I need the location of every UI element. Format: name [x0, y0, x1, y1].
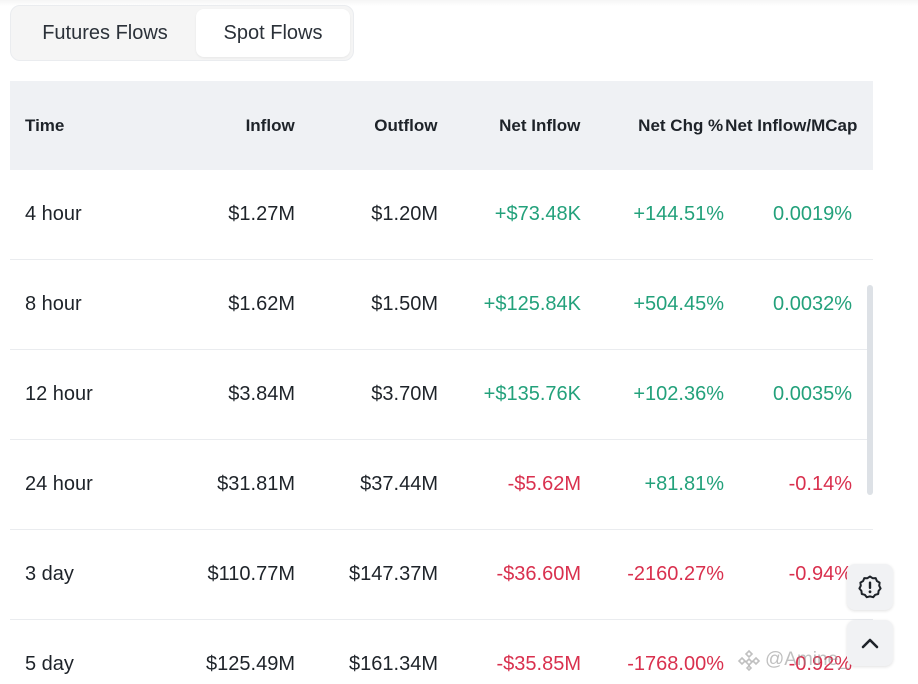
cell-inflow: $31.81M	[217, 473, 295, 495]
cell-net-inflow: -$35.85M	[496, 653, 582, 675]
table-scrollbar[interactable]	[867, 285, 873, 495]
header-time: Time	[25, 115, 65, 135]
alert-circle-icon	[858, 575, 882, 599]
cell-outflow: $161.34M	[349, 653, 438, 675]
table-row: 24 hour $31.81M $37.44M -$5.62M +81.81% …	[10, 440, 873, 530]
cell-net-inflow: +$73.48K	[494, 203, 581, 225]
cell-net-chg: +102.36%	[633, 383, 724, 405]
cell-time: 4 hour	[25, 203, 82, 225]
binance-diamond-icon	[737, 649, 761, 672]
header-outflow: Outflow	[374, 115, 438, 135]
cell-net-inflow-mcap: -0.14%	[788, 473, 852, 495]
back-to-top-button[interactable]	[847, 620, 893, 666]
watermark: @Amine_trx	[737, 648, 870, 672]
tab-spot-flows[interactable]: Spot Flows	[196, 9, 350, 57]
cell-net-inflow-mcap: -0.92%	[788, 653, 852, 675]
table-row: 8 hour $1.62M $1.50M +$125.84K +504.45% …	[10, 260, 873, 350]
cell-time: 12 hour	[25, 383, 93, 405]
cell-outflow: $3.70M	[371, 383, 438, 405]
cell-net-chg: +81.81%	[644, 473, 724, 495]
chevron-up-icon	[861, 638, 879, 649]
cell-outflow: $147.37M	[349, 563, 438, 585]
table-header: Time Inflow Outflow Net Inflow Net Chg %…	[10, 81, 873, 170]
feedback-button[interactable]	[847, 564, 893, 610]
flows-table: Time Inflow Outflow Net Inflow Net Chg %…	[10, 81, 873, 684]
cell-net-chg: +144.51%	[633, 203, 724, 225]
cell-net-inflow-mcap: 0.0032%	[773, 293, 852, 315]
cell-net-inflow-mcap: -0.94%	[788, 563, 852, 585]
header-net-chg: Net Chg %	[638, 115, 724, 135]
cell-net-inflow-mcap: 0.0019%	[773, 203, 852, 225]
cell-inflow: $1.62M	[228, 293, 295, 315]
table-row: 4 hour $1.27M $1.20M +$73.48K +144.51% 0…	[10, 170, 873, 260]
cell-net-chg: +504.45%	[633, 293, 724, 315]
flow-type-tabs: Futures Flows Spot Flows	[10, 5, 354, 61]
cell-net-inflow: -$5.62M	[507, 473, 581, 495]
cell-time: 8 hour	[25, 293, 82, 315]
cell-net-chg: -1768.00%	[627, 653, 724, 675]
table-row: 12 hour $3.84M $3.70M +$135.76K +102.36%…	[10, 350, 873, 440]
cell-net-inflow: +$135.76K	[483, 383, 581, 405]
header-inflow: Inflow	[245, 115, 295, 135]
cell-time: 24 hour	[25, 473, 93, 495]
table-row: 3 day $110.77M $147.37M -$36.60M -2160.2…	[10, 530, 873, 620]
cell-net-inflow: -$36.60M	[496, 563, 582, 585]
cell-inflow: $125.49M	[206, 653, 295, 675]
cell-time: 3 day	[25, 563, 74, 585]
table-row: 5 day $125.49M $161.34M -$35.85M -1768.0…	[10, 620, 873, 684]
cell-net-inflow-mcap: 0.0035%	[773, 383, 852, 405]
header-net-inflow-mcap: Net Inflow/MCap	[725, 115, 858, 135]
watermark-handle: @Amine_trx	[765, 649, 870, 670]
cell-outflow: $1.50M	[371, 293, 438, 315]
header-net-inflow: Net Inflow	[499, 115, 581, 135]
cell-outflow: $37.44M	[360, 473, 438, 495]
tab-futures-flows[interactable]: Futures Flows	[42, 21, 168, 44]
cell-net-inflow: +$125.84K	[483, 293, 581, 315]
cell-inflow: $3.84M	[228, 383, 295, 405]
cell-time: 5 day	[25, 653, 74, 675]
cell-outflow: $1.20M	[371, 203, 438, 225]
cell-net-chg: -2160.27%	[627, 563, 724, 585]
cell-inflow: $1.27M	[228, 203, 295, 225]
cell-inflow: $110.77M	[207, 563, 295, 585]
